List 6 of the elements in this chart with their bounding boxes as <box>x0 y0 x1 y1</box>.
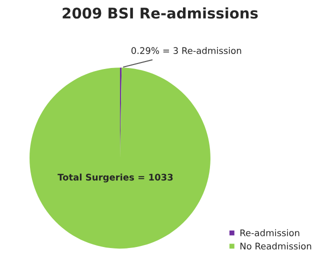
chart-title: 2009 BSI Re-admissions <box>62 7 258 19</box>
legend-label: Re-admission <box>240 229 300 236</box>
text: Total Surgeries = 1033 <box>58 174 173 182</box>
legend-label: No Readmission <box>240 242 312 250</box>
pie-slice <box>30 68 210 249</box>
data-label: 0.29% = 3 Re-admission <box>131 47 242 54</box>
